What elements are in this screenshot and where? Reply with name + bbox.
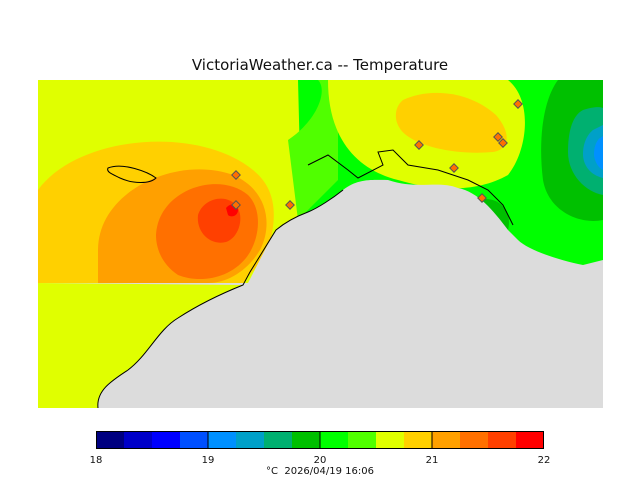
station-marker [231,170,241,180]
legend-swatch [460,431,488,449]
legend-swatch [432,431,460,449]
temperature-map [38,80,603,408]
legend-swatch [348,431,376,449]
station-marker [513,99,523,109]
temperature-zone-blue-east [594,136,603,170]
legend-border [96,431,544,449]
land-mass [38,179,603,408]
legend-tick-18: 18 [89,455,103,466]
legend-swatch [320,431,348,449]
units-label: °C [266,466,278,477]
legend-swatch [124,431,152,449]
station-marker [414,140,424,150]
legend-swatch [180,431,208,449]
legend-tick-19: 19 [201,455,215,466]
legend-swatch [376,431,404,449]
station-marker [285,200,295,210]
island-west [107,165,157,183]
legend-swatch [404,431,432,449]
coastline [97,189,344,408]
legend-swatch [264,431,292,449]
temperature-zone-orange-ne [395,92,507,153]
station-markers [231,99,523,210]
legend-tick-20: 20 [313,455,327,466]
station-marker [477,193,487,203]
legend-tick-21: 21 [425,455,439,466]
legend-tick-22: 22 [537,455,551,466]
color-legend [96,431,544,449]
legend-swatch [96,431,124,449]
temperature-zone-lightgreen [288,80,338,220]
station-marker [498,138,508,148]
station-marker [449,163,459,173]
legend-swatch [236,431,264,449]
station-marker [493,132,503,142]
legend-footer: °C 2026/04/19 16:06 [0,466,640,477]
legend-swatch [292,431,320,449]
map-title: VictoriaWeather.ca -- Temperature [191,56,449,74]
legend-swatch [516,431,544,449]
coastline-inlet [307,149,514,226]
legend-swatch [152,431,180,449]
timestamp-label: 2026/04/19 16:06 [284,466,374,477]
station-marker [231,200,241,210]
legend-swatch [208,431,236,449]
legend-swatch [488,431,516,449]
